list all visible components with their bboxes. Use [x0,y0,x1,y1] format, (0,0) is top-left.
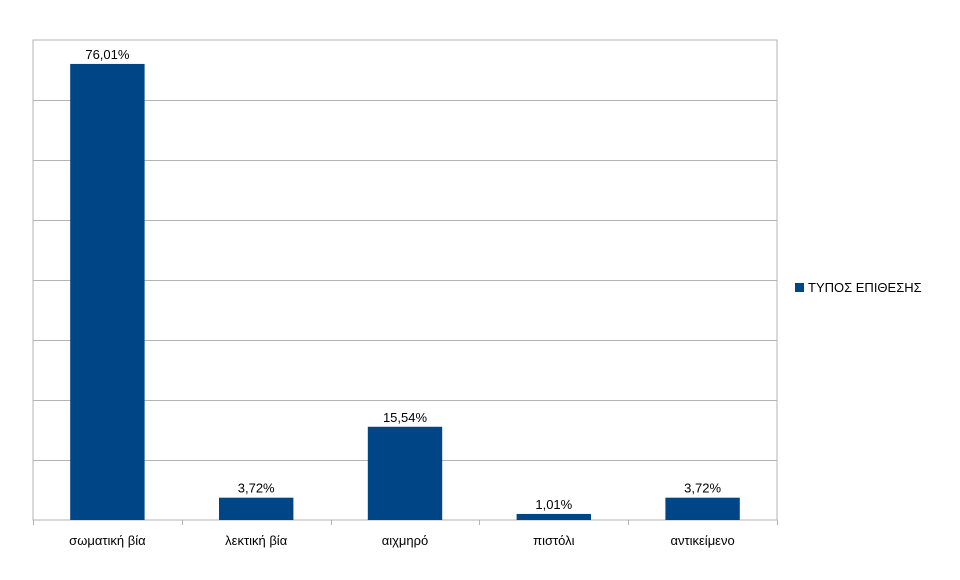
x-tick-label: αντικείμενο [670,533,734,548]
bars [70,63,740,520]
bar [665,497,740,520]
data-label: 15,54% [383,410,428,425]
x-tick-label: λεκτική βία [225,533,288,548]
bar [516,513,591,520]
bar [70,63,145,520]
data-label: 3,72% [238,481,275,496]
x-tick-label: σωματική βία [69,533,146,548]
x-tick-label: πιστόλι [533,533,574,548]
data-label: 3,72% [684,481,721,496]
bar [219,497,294,520]
bar [367,426,443,520]
legend-swatch [795,283,804,292]
legend: ΤΥΠΟΣ ΕΠΙΘΕΣΗΣ [795,280,922,295]
gridlines [33,100,777,461]
data-label: 76,01% [85,47,130,62]
data-label: 1,01% [535,497,572,512]
x-tick-label: αιχμηρό [382,533,429,548]
legend-label: ΤΥΠΟΣ ΕΠΙΘΕΣΗΣ [808,280,922,295]
data-labels: 76,01% 3,72% 15,54% 1,01% 3,72% [85,47,721,512]
x-axis: σωματική βία λεκτική βία αιχμηρό πιστόλι αντ… [33,520,778,548]
